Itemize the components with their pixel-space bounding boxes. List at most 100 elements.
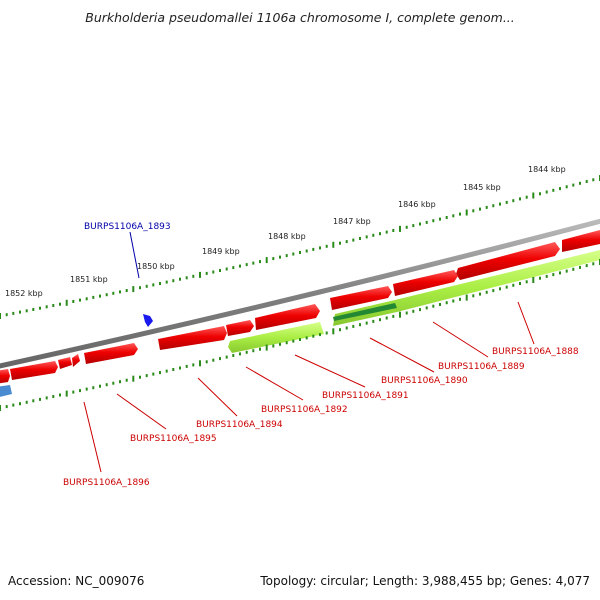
gene-arrow[interactable]	[456, 242, 560, 280]
ruler-minor-tick	[172, 368, 175, 371]
ruler-minor-tick	[172, 279, 175, 283]
ruler-minor-tick	[352, 324, 355, 328]
inner-kbp-ruler	[0, 259, 600, 411]
ruler-major-tick	[65, 299, 68, 306]
gene-label-1889[interactable]: BURPS1106A_1889	[438, 362, 525, 372]
gene-arrow[interactable]	[10, 361, 58, 380]
gene-arrow[interactable]	[228, 322, 324, 353]
ruler-minor-tick	[372, 319, 375, 323]
gene-label-1893[interactable]: BURPS1106A_1893	[84, 222, 171, 232]
ruler-minor-tick	[525, 195, 528, 199]
gene-arrow[interactable]	[255, 304, 320, 330]
ruler-minor-tick	[325, 331, 328, 335]
gene-label-1888[interactable]: BURPS1106A_1888	[492, 347, 579, 357]
ruler-minor-tick	[85, 297, 88, 301]
gene-arrow[interactable]	[226, 320, 254, 336]
gene-marker-1893[interactable]	[143, 314, 153, 327]
ruler-minor-tick	[252, 261, 255, 265]
ruler-minor-tick	[339, 241, 341, 245]
ruler-minor-tick	[72, 390, 75, 394]
ruler-minor-tick	[5, 313, 8, 317]
ruler-minor-tick	[565, 269, 568, 273]
ruler-minor-tick	[499, 287, 501, 291]
ruler-minor-tick	[52, 395, 55, 398]
ruler-minor-tick	[499, 202, 501, 206]
ruler-minor-tick	[385, 316, 388, 320]
ruler-minor-tick	[232, 354, 235, 357]
ruler-minor-tick	[585, 264, 588, 268]
kbp-label-1846: 1846 kbp	[398, 200, 436, 209]
ruler-minor-tick	[292, 252, 295, 256]
ruler-minor-tick	[85, 387, 88, 391]
gene-arrow[interactable]	[562, 230, 600, 252]
ruler-minor-tick	[205, 271, 208, 275]
ruler-minor-tick	[119, 380, 121, 384]
ruler-minor-tick	[319, 246, 321, 250]
ruler-minor-tick	[19, 310, 21, 314]
gene-arrow-blue[interactable]	[0, 385, 12, 398]
ruler-minor-tick	[445, 301, 448, 305]
ruler-minor-tick	[519, 197, 521, 201]
gene-arrow[interactable]	[84, 343, 138, 364]
accession-label: Accession: NC_009076	[8, 574, 145, 588]
ruler-minor-tick	[112, 381, 115, 385]
ruler-minor-tick	[192, 274, 195, 278]
ruler-minor-tick	[39, 397, 41, 401]
ruler-major-tick	[332, 328, 335, 335]
ruler-minor-tick	[365, 235, 368, 239]
ruler-minor-tick	[545, 274, 548, 278]
ruler-major-tick	[199, 360, 201, 367]
ruler-minor-tick	[305, 336, 308, 340]
ruler-minor-tick	[352, 238, 355, 242]
ruler-minor-tick	[445, 216, 448, 219]
ruler-minor-tick	[419, 222, 421, 226]
ruler-minor-tick	[225, 267, 228, 271]
ruler-minor-tick	[99, 294, 101, 298]
ruler-minor-tick	[299, 251, 301, 254]
ruler-minor-tick	[492, 204, 495, 208]
gene-label-1894[interactable]: BURPS1106A_1894	[196, 420, 283, 430]
ruler-minor-tick	[252, 349, 255, 353]
ruler-minor-tick	[245, 263, 248, 267]
ruler-minor-tick	[5, 405, 8, 409]
gene-arrow[interactable]	[72, 354, 80, 367]
gene-arrow[interactable]	[0, 369, 10, 384]
gene-label-1895[interactable]: BURPS1106A_1895	[130, 434, 217, 444]
ruler-minor-tick	[32, 308, 35, 311]
ruler-minor-tick	[472, 209, 475, 213]
ruler-minor-tick	[365, 321, 368, 325]
ruler-minor-tick	[419, 308, 421, 312]
ruler-minor-tick	[479, 292, 481, 296]
ruler-minor-tick	[72, 300, 75, 303]
kbp-label-1844: 1844 kbp	[528, 165, 566, 174]
gene-arrow-dark[interactable]	[333, 303, 397, 321]
kbp-tick-labels: 1844 kbp 1845 kbp 1846 kbp 1847 kbp 1848…	[5, 165, 566, 298]
topology-label: Topology: circular; Length: 3,988,455 bp…	[260, 574, 590, 588]
gene-label-1890[interactable]: BURPS1106A_1890	[381, 376, 468, 386]
ruler-minor-tick	[425, 306, 428, 310]
gene-arrow[interactable]	[333, 250, 600, 326]
ruler-major-tick	[399, 225, 401, 232]
kbp-label-1845: 1845 kbp	[463, 183, 501, 192]
ruler-minor-tick	[239, 352, 241, 356]
ruler-minor-tick	[125, 378, 128, 382]
ruler-minor-tick	[472, 294, 475, 298]
gene-arrow[interactable]	[58, 357, 72, 369]
ruler-minor-tick	[259, 260, 261, 264]
ruler-major-tick	[399, 311, 401, 318]
ruler-minor-tick	[392, 314, 395, 318]
ruler-minor-tick	[179, 366, 181, 370]
ruler-major-tick	[465, 209, 468, 216]
gene-label-1896[interactable]: BURPS1106A_1896	[63, 478, 150, 488]
kbp-label-1852: 1852 kbp	[5, 289, 43, 298]
ruler-major-tick	[265, 344, 268, 351]
ruler-minor-tick	[92, 295, 95, 299]
ruler-minor-tick	[219, 357, 221, 361]
ruler-minor-tick	[79, 298, 81, 302]
gene-arrow[interactable]	[158, 326, 227, 350]
forward-strand-genes	[0, 230, 600, 384]
gene-label-1891[interactable]: BURPS1106A_1891	[322, 391, 409, 401]
gene-arrow[interactable]	[330, 286, 392, 310]
gene-label-1892[interactable]: BURPS1106A_1892	[261, 405, 348, 415]
gene-arrow[interactable]	[393, 270, 458, 296]
